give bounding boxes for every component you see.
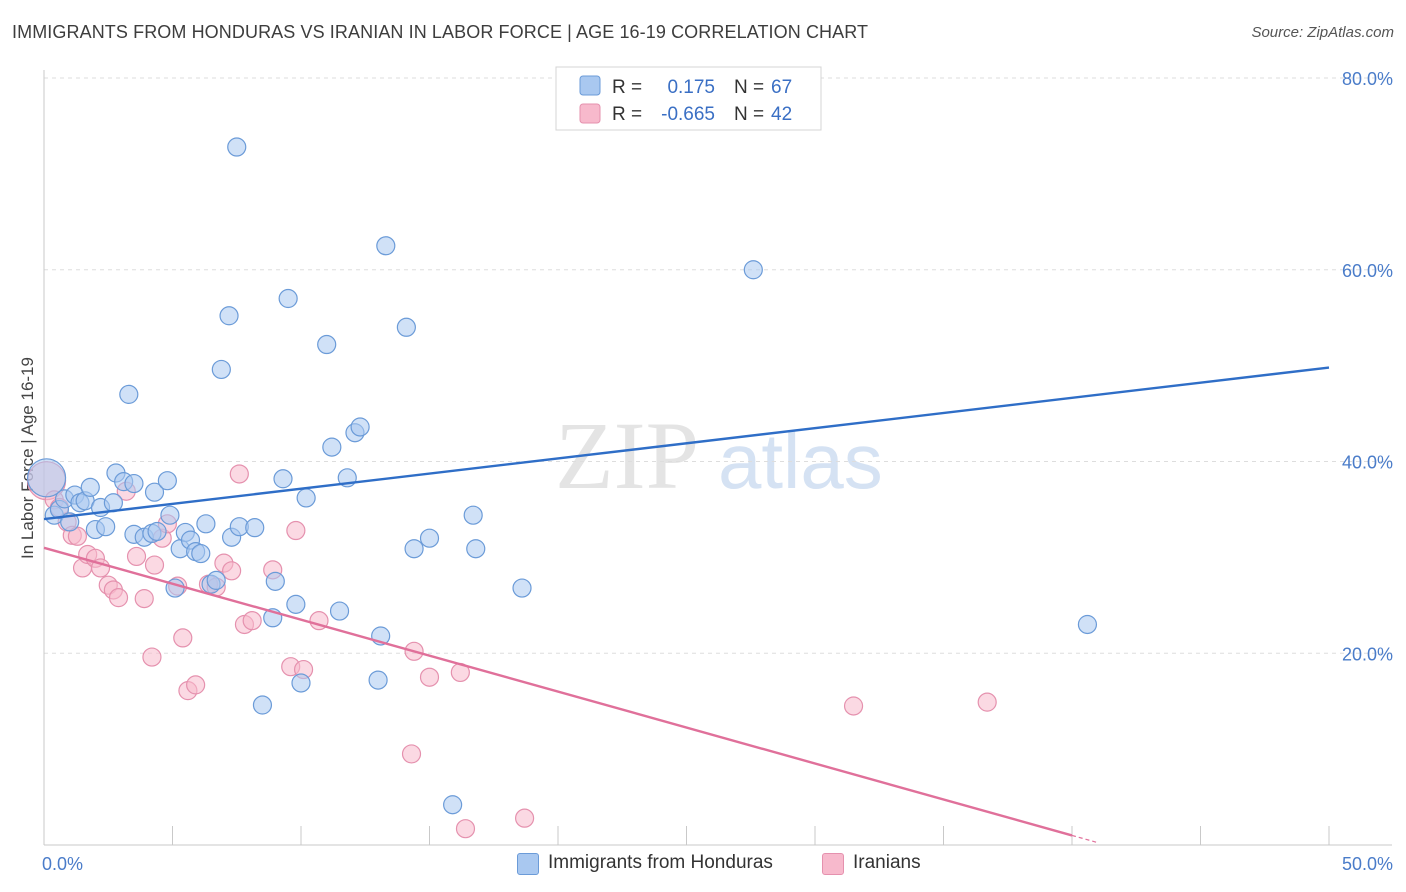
point-iranians [455, 819, 476, 839]
point-iranians [286, 520, 306, 541]
point-honduras [512, 578, 532, 598]
point-iranians [173, 628, 193, 648]
legend-n-label-2: N = [734, 104, 764, 125]
point-honduras [443, 795, 463, 815]
point-honduras [160, 505, 180, 525]
y-tick-label: 60.0% [1342, 261, 1393, 281]
trend-line-iranians [43, 546, 1073, 837]
point-honduras [96, 517, 116, 537]
chart-title: IMMIGRANTS FROM HONDURAS VS IRANIAN IN L… [12, 22, 869, 42]
point-honduras [368, 670, 388, 690]
legend-r-value-2: -0.665 [661, 104, 715, 125]
point-iranians [134, 589, 154, 609]
legend-n-label-1: N = [734, 77, 764, 98]
legend-swatch-pink [579, 103, 601, 124]
legend-r-label-1: R = [612, 77, 642, 98]
y-tick-label: 80.0% [1342, 69, 1393, 89]
legend-swatch-blue [579, 75, 601, 96]
point-iranians [419, 667, 440, 687]
legend-r-value-1: 0.175 [667, 77, 715, 98]
point-iranians [242, 611, 262, 631]
series-honduras [26, 95, 1098, 815]
y-tick-labels: 20.0% 40.0% 60.0% 80.0% [1342, 69, 1393, 664]
point-iranians [222, 561, 242, 581]
point-honduras [404, 539, 424, 559]
top-legend: R = 0.175 N = 67 R = -0.665 N = 42 [555, 66, 822, 131]
bottom-legend: Immigrants from Honduras Iranians [0, 850, 1406, 880]
point-honduras [252, 695, 273, 715]
point-honduras [296, 488, 316, 508]
point-honduras [211, 359, 231, 380]
trend-line-honduras [43, 366, 1330, 521]
legend-r-label-2: R = [612, 104, 642, 125]
point-iranians [108, 588, 129, 608]
bottom-legend-label-iranians: Iranians [853, 852, 921, 873]
point-iranians [514, 808, 535, 828]
point-honduras [322, 437, 342, 457]
point-honduras [329, 601, 350, 621]
point-iranians [144, 555, 165, 575]
x-tick-labels: 0.0% 50.0% [42, 854, 1393, 874]
point-iranians [126, 546, 147, 567]
point-honduras [743, 260, 763, 280]
point-honduras [124, 473, 144, 494]
point-honduras [26, 458, 67, 498]
point-iranians [843, 696, 864, 716]
point-iranians [401, 744, 422, 764]
point-iranians [977, 692, 997, 712]
point-iranians [186, 675, 206, 695]
point-iranians [142, 647, 162, 667]
point-honduras [206, 570, 226, 590]
point-honduras [463, 505, 483, 525]
point-honduras [227, 137, 247, 157]
point-honduras [144, 482, 165, 502]
point-honduras [147, 521, 167, 542]
point-honduras [219, 306, 239, 326]
point-honduras [396, 317, 416, 337]
y-tick-label: 40.0% [1342, 453, 1393, 473]
bottom-legend-swatch-honduras [517, 853, 539, 875]
bottom-legend-swatch-iranians [822, 853, 844, 875]
y-tick-label: 20.0% [1342, 644, 1393, 664]
point-honduras [317, 334, 337, 355]
point-honduras [350, 417, 370, 437]
grid-lines [44, 77, 1392, 654]
legend-n-value-2: 42 [771, 104, 792, 125]
x-axis-ticks [172, 826, 1330, 845]
point-honduras [273, 469, 293, 489]
legend-n-value-1: 67 [771, 77, 792, 98]
point-honduras [1077, 614, 1098, 635]
trend-lines [43, 366, 1330, 844]
point-honduras [376, 236, 396, 256]
point-honduras [119, 384, 139, 404]
point-honduras [191, 543, 211, 564]
source-label: Source: ZipAtlas.com [1251, 24, 1394, 41]
trend-line-iranians-extension [1071, 834, 1098, 844]
point-honduras [265, 571, 285, 591]
y-axis-label: In Labor Force | Age 16-19 [18, 357, 37, 559]
bottom-legend-label-honduras: Immigrants from Honduras [548, 852, 773, 873]
point-honduras [157, 471, 177, 491]
point-honduras [278, 288, 298, 309]
x-tick-label-end: 50.0% [1342, 854, 1393, 874]
x-tick-label-start: 0.0% [42, 854, 83, 874]
point-honduras [80, 477, 100, 497]
point-honduras [419, 528, 440, 548]
point-honduras [466, 539, 486, 559]
point-honduras [286, 594, 306, 614]
point-honduras [245, 518, 265, 538]
watermark: ZIP atlas [555, 402, 883, 509]
point-honduras [291, 673, 311, 693]
point-iranians [229, 464, 249, 484]
point-honduras [196, 514, 216, 534]
